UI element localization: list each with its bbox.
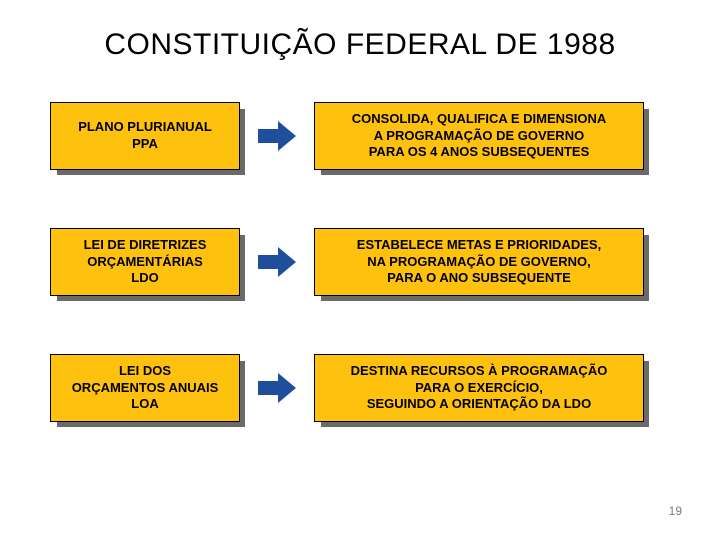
left-box: PLANO PLURIANUALPPA xyxy=(50,102,240,170)
right-box-label: ESTABELECE METAS E PRIORIDADES,NA PROGRA… xyxy=(357,237,601,288)
right-box: ESTABELECE METAS E PRIORIDADES,NA PROGRA… xyxy=(314,228,644,296)
diagram-rows: PLANO PLURIANUALPPA CONSOLIDA, QUALIFICA… xyxy=(50,102,670,422)
left-box-label: LEI DOSORÇAMENTOS ANUAISLOA xyxy=(72,363,219,414)
right-box-label: DESTINA RECURSOS À PROGRAMAÇÃOPARA O EXE… xyxy=(351,363,608,414)
right-box-label: CONSOLIDA, QUALIFICA E DIMENSIONAA PROGR… xyxy=(352,111,606,162)
page-title: CONSTITUIÇÃO FEDERAL DE 1988 xyxy=(50,28,670,62)
left-box: LEI DE DIRETRIZESORÇAMENTÁRIASLDO xyxy=(50,228,240,296)
diagram-row: PLANO PLURIANUALPPA CONSOLIDA, QUALIFICA… xyxy=(50,102,670,170)
arrow-right-icon xyxy=(258,247,296,277)
left-box: LEI DOSORÇAMENTOS ANUAISLOA xyxy=(50,354,240,422)
page-number: 19 xyxy=(669,504,682,518)
diagram-row: LEI DOSORÇAMENTOS ANUAISLOA DESTINA RECU… xyxy=(50,354,670,422)
right-box: DESTINA RECURSOS À PROGRAMAÇÃOPARA O EXE… xyxy=(314,354,644,422)
arrow-right-icon xyxy=(258,121,296,151)
right-box: CONSOLIDA, QUALIFICA E DIMENSIONAA PROGR… xyxy=(314,102,644,170)
left-box-label: LEI DE DIRETRIZESORÇAMENTÁRIASLDO xyxy=(84,237,207,288)
left-box-label: PLANO PLURIANUALPPA xyxy=(78,119,212,153)
arrow-right-icon xyxy=(258,373,296,403)
diagram-row: LEI DE DIRETRIZESORÇAMENTÁRIASLDO ESTABE… xyxy=(50,228,670,296)
